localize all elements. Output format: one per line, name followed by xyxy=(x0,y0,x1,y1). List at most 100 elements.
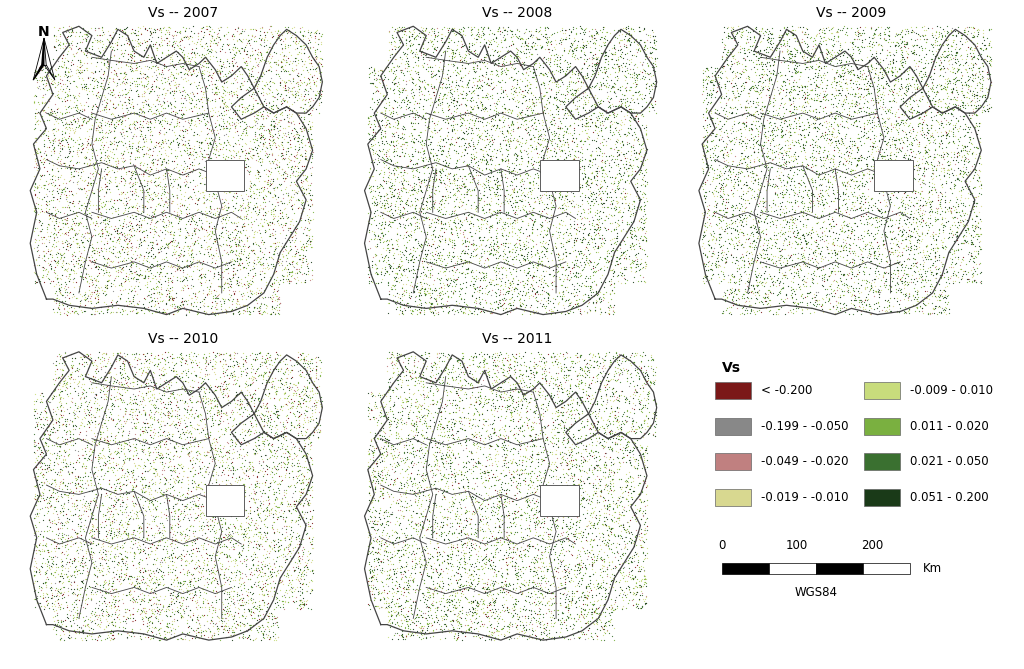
Point xyxy=(466,351,482,362)
Point xyxy=(109,225,125,235)
Point xyxy=(183,397,200,408)
Point xyxy=(602,117,618,128)
Point xyxy=(224,235,241,246)
Point xyxy=(589,603,605,614)
Point xyxy=(723,208,739,219)
Point xyxy=(249,201,265,212)
Point xyxy=(103,114,120,125)
Point xyxy=(365,494,381,505)
Point xyxy=(369,456,385,466)
Point xyxy=(162,80,178,90)
Point xyxy=(569,558,586,569)
Point xyxy=(32,83,48,94)
Point xyxy=(516,244,532,254)
Point xyxy=(593,32,609,43)
Point xyxy=(91,47,108,58)
Point xyxy=(124,603,140,614)
Point xyxy=(193,178,209,189)
Point xyxy=(505,304,521,314)
Point xyxy=(50,379,67,390)
Point xyxy=(947,77,964,88)
Point xyxy=(532,88,549,98)
Point xyxy=(468,66,484,76)
Point xyxy=(492,266,508,276)
Point xyxy=(604,245,621,256)
Point xyxy=(707,237,723,248)
Point xyxy=(570,248,587,258)
Point xyxy=(131,157,147,168)
Point xyxy=(946,68,963,78)
Point xyxy=(521,177,538,188)
Point xyxy=(935,152,951,163)
Point xyxy=(94,609,111,620)
Point xyxy=(879,150,895,161)
Point xyxy=(227,476,244,486)
Point xyxy=(210,268,226,279)
Point xyxy=(377,505,393,516)
Point xyxy=(163,388,179,399)
Point xyxy=(810,70,826,81)
Point xyxy=(939,76,955,86)
Point xyxy=(286,407,302,418)
Point xyxy=(863,42,880,53)
Point xyxy=(449,561,465,571)
Point xyxy=(495,581,511,592)
Point xyxy=(460,47,476,58)
Point xyxy=(783,211,800,222)
Point xyxy=(42,108,58,118)
Point xyxy=(899,253,915,264)
Point xyxy=(868,221,885,232)
Point xyxy=(272,470,289,481)
Point xyxy=(847,250,863,261)
Point xyxy=(184,229,201,240)
Point xyxy=(82,539,98,549)
Point xyxy=(434,510,451,521)
Point xyxy=(574,173,591,184)
Point xyxy=(213,447,229,458)
Point xyxy=(646,35,663,45)
Point xyxy=(840,163,856,173)
Point xyxy=(276,43,293,54)
Point xyxy=(972,153,988,163)
Point xyxy=(396,240,413,251)
Point xyxy=(395,471,412,482)
Point xyxy=(438,446,455,457)
Point xyxy=(251,207,267,218)
Point xyxy=(296,355,312,365)
Point xyxy=(228,386,245,397)
Point xyxy=(31,479,47,490)
Point xyxy=(594,155,610,165)
Point xyxy=(459,216,475,227)
Point xyxy=(949,92,966,103)
Point xyxy=(204,456,220,466)
Point xyxy=(524,95,541,106)
Point xyxy=(454,120,470,130)
Point xyxy=(461,506,477,516)
Point xyxy=(609,145,626,156)
Point xyxy=(546,191,562,202)
Point xyxy=(560,370,577,381)
Point xyxy=(376,89,392,100)
Point xyxy=(868,221,885,232)
Point xyxy=(67,303,83,314)
Point xyxy=(480,584,497,595)
Point xyxy=(761,177,777,188)
Point xyxy=(583,423,599,434)
Point xyxy=(642,37,658,47)
Point xyxy=(609,417,626,427)
Point xyxy=(87,415,103,426)
Point xyxy=(624,256,640,267)
Point xyxy=(416,177,432,187)
Point xyxy=(635,151,651,162)
Point xyxy=(272,565,289,575)
Point xyxy=(92,630,109,641)
Point xyxy=(787,65,804,76)
Point xyxy=(634,235,650,246)
Point xyxy=(438,206,455,217)
Point xyxy=(494,442,510,452)
Point xyxy=(451,179,467,190)
Point xyxy=(370,120,386,131)
Point xyxy=(77,559,93,570)
Point xyxy=(404,449,421,460)
Point xyxy=(943,163,959,174)
